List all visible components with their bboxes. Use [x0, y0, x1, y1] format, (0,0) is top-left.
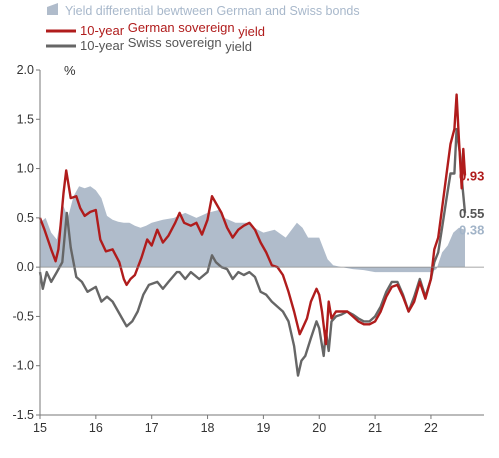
- series-area-differential: [40, 186, 465, 273]
- x-tick-label: 18: [201, 421, 215, 435]
- y-tick-label: 1.5: [17, 112, 34, 126]
- legend-label-swiss-prefix: 10-year: [80, 38, 128, 53]
- end-labels: 0.93 0.55 0.38: [459, 168, 484, 237]
- legend-label-swiss-name: Swiss sovereign: [128, 35, 222, 50]
- end-label: 0.93: [459, 168, 484, 183]
- x-tick-label: 15: [33, 421, 47, 435]
- x-tick-label: 22: [424, 421, 438, 435]
- yield-lines-layer: [38, 93, 467, 377]
- legend-label-german-suffix: yield: [235, 24, 265, 39]
- legend-label-swiss: 10-year Swiss sovereign yield: [80, 35, 252, 54]
- differential-area-layer: [40, 186, 465, 273]
- end-label: 0.55: [459, 206, 484, 221]
- y-tick-label: -0.5: [12, 309, 34, 323]
- legend-label-german-prefix: 10-year: [80, 23, 128, 38]
- legend-area-swatch: [47, 3, 58, 15]
- legend-label-differential: Yield differential bewtween German and S…: [65, 4, 360, 18]
- legend-item-german: 10-year German sovereign yield: [46, 20, 265, 39]
- x-tick-label: 17: [145, 421, 159, 435]
- x-tick-label: 21: [368, 421, 382, 435]
- axes: 2.0 1.5 1.0 0.5 0.0 -0.5 -1.0 -1.515 16 17 18 19 20 2…: [12, 63, 484, 435]
- end-label: 0.38: [459, 223, 484, 238]
- legend-label-german-name: German sovereign: [128, 20, 235, 35]
- x-tick-label: 20: [312, 421, 326, 435]
- legend-label-german: 10-year German sovereign yield: [80, 20, 265, 39]
- y-tick-label: 0.5: [17, 211, 34, 225]
- y-tick-label: -1.5: [12, 408, 34, 422]
- y-tick-label: -1.0: [12, 359, 34, 373]
- x-tick-label: 16: [89, 421, 103, 435]
- y-unit-label: %: [64, 63, 76, 78]
- series-line-german: [38, 93, 467, 346]
- legend: Yield differential bewtween German and S…: [46, 3, 360, 54]
- y-tick-label: 0.0: [17, 260, 34, 274]
- legend-item-differential: Yield differential bewtween German and S…: [47, 3, 360, 18]
- legend-item-swiss: 10-year Swiss sovereign yield: [46, 35, 252, 54]
- y-tick-label: 1.0: [17, 162, 34, 176]
- x-tick-label: 19: [256, 421, 270, 435]
- legend-label-swiss-suffix: yield: [222, 39, 252, 54]
- y-tick-label: 2.0: [17, 63, 34, 77]
